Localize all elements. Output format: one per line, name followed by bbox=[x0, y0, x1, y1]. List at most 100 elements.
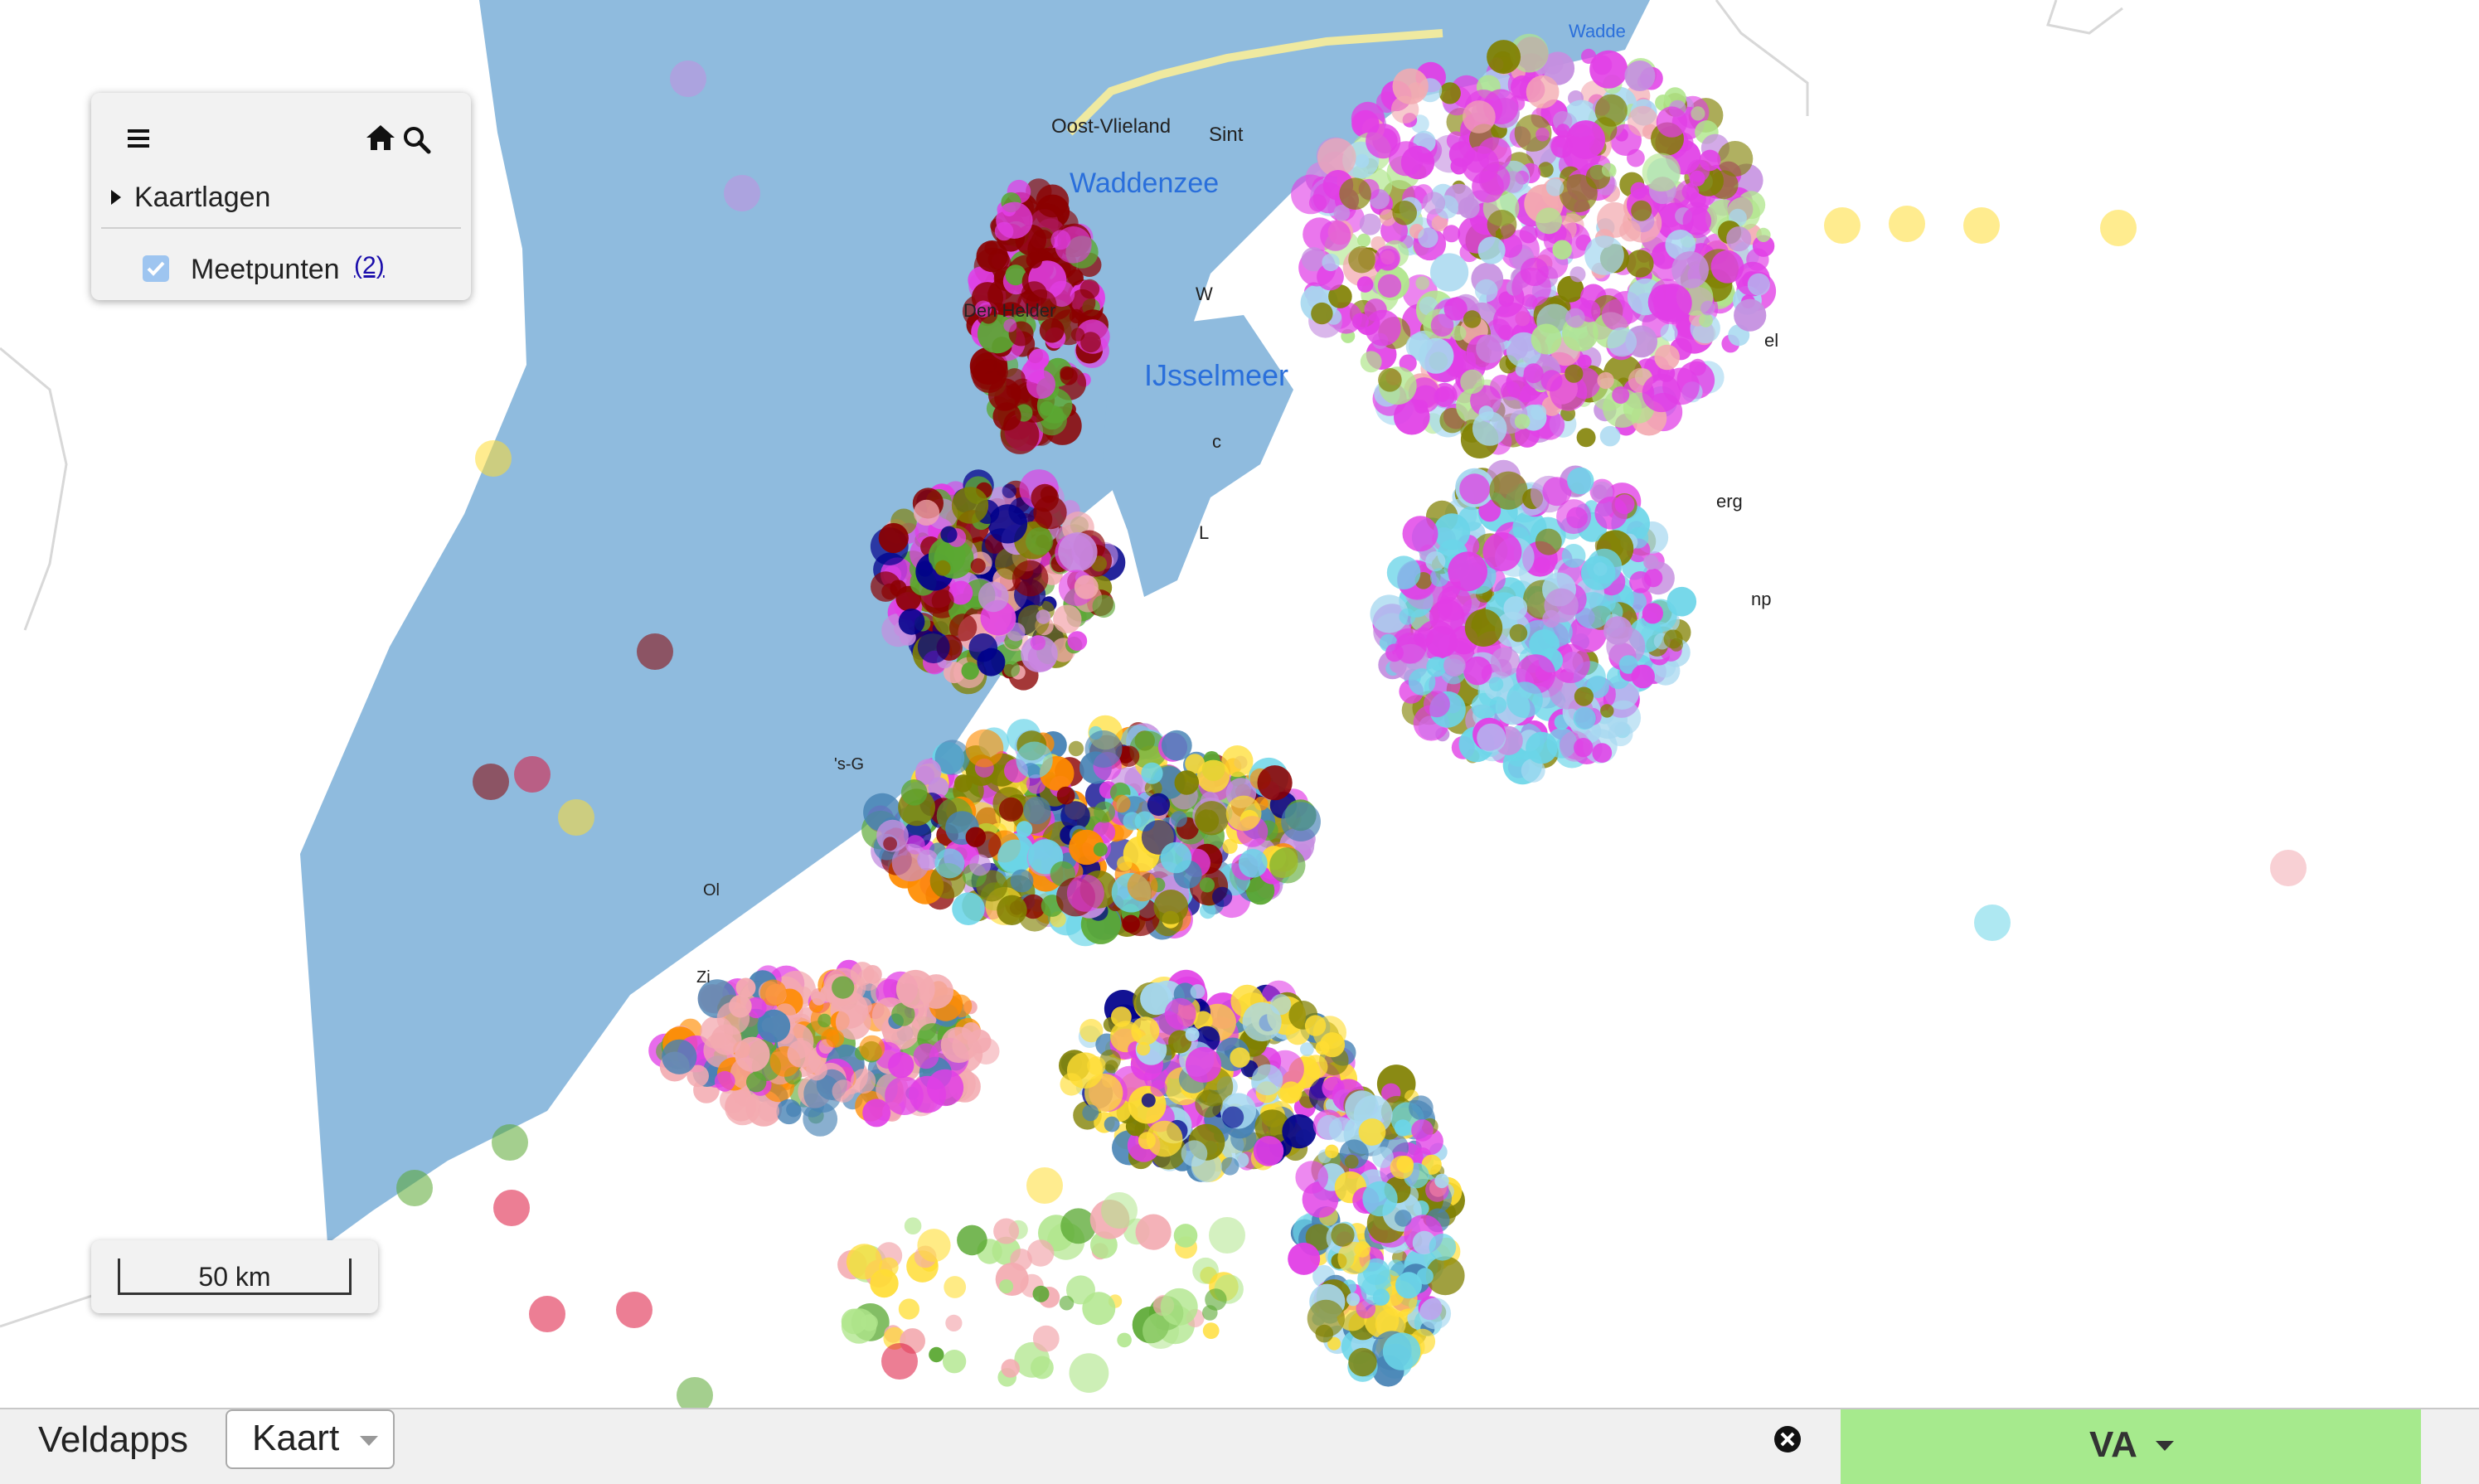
meetpunt-marker[interactable] bbox=[1205, 1288, 1227, 1311]
meetpunt-marker[interactable] bbox=[1576, 428, 1596, 448]
meetpunt-marker[interactable] bbox=[1526, 731, 1558, 764]
meetpunt-marker[interactable] bbox=[898, 1298, 919, 1320]
meetpunt-marker[interactable] bbox=[1093, 842, 1108, 857]
meetpunt-marker[interactable] bbox=[1459, 473, 1490, 505]
meetpunt-marker[interactable] bbox=[1257, 765, 1293, 801]
meetpunt-marker[interactable] bbox=[1127, 871, 1158, 902]
meetpunt-marker[interactable] bbox=[1242, 1001, 1282, 1042]
meetpunt-marker[interactable] bbox=[1146, 1120, 1183, 1157]
meetpunten-checkbox[interactable] bbox=[143, 255, 169, 282]
meetpunt-marker[interactable] bbox=[2270, 850, 2307, 886]
meetpunt-marker[interactable] bbox=[1140, 982, 1173, 1016]
meetpunt-marker[interactable] bbox=[1526, 75, 1560, 109]
meetpunt-marker[interactable] bbox=[1050, 230, 1071, 250]
meetpunt-marker[interactable] bbox=[1566, 120, 1605, 159]
meetpunt-marker[interactable] bbox=[1618, 655, 1638, 674]
meetpunt-marker[interactable] bbox=[961, 662, 979, 680]
meetpunt-marker[interactable] bbox=[1402, 516, 1438, 552]
meetpunt-marker[interactable] bbox=[1603, 388, 1642, 428]
meetpunt-marker[interactable] bbox=[1544, 588, 1579, 623]
meetpunt-marker[interactable] bbox=[1194, 801, 1230, 836]
meetpunt-marker[interactable] bbox=[1195, 1089, 1223, 1118]
meetpunt-marker[interactable] bbox=[1429, 1234, 1457, 1261]
meetpunt-marker[interactable] bbox=[957, 1225, 987, 1256]
meetpunt-marker[interactable] bbox=[1472, 411, 1507, 446]
search-icon[interactable] bbox=[401, 124, 431, 154]
meetpunt-marker[interactable] bbox=[662, 1039, 697, 1074]
hamburger-icon[interactable] bbox=[126, 126, 151, 151]
meetpunt-marker[interactable] bbox=[735, 977, 756, 998]
meetpunt-marker[interactable] bbox=[1362, 1181, 1398, 1217]
meetpunt-marker[interactable] bbox=[969, 854, 992, 876]
meetpunt-marker[interactable] bbox=[1552, 240, 1572, 260]
meetpunt-marker[interactable] bbox=[1477, 236, 1506, 264]
meetpunt-marker[interactable] bbox=[1434, 1173, 1449, 1189]
meetpunt-marker[interactable] bbox=[1060, 366, 1075, 381]
meetpunt-marker[interactable] bbox=[1392, 200, 1417, 226]
meetpunt-marker[interactable] bbox=[911, 1005, 927, 1021]
meetpunt-marker[interactable] bbox=[1026, 252, 1043, 269]
meetpunt-marker[interactable] bbox=[1430, 313, 1454, 337]
meetpunt-marker[interactable] bbox=[917, 1229, 951, 1263]
meetpunt-marker[interactable] bbox=[1358, 1118, 1386, 1146]
meetpunt-marker[interactable] bbox=[1147, 793, 1171, 817]
meetpunt-marker[interactable] bbox=[974, 300, 992, 318]
meetpunt-marker[interactable] bbox=[976, 240, 1008, 273]
meetpunt-marker[interactable] bbox=[1150, 1079, 1167, 1097]
meetpunt-marker[interactable] bbox=[1594, 496, 1628, 530]
meetpunt-marker[interactable] bbox=[1509, 623, 1528, 643]
meetpunt-marker[interactable] bbox=[1689, 170, 1705, 187]
meetpunt-marker[interactable] bbox=[475, 440, 512, 477]
meetpunt-marker[interactable] bbox=[962, 1022, 981, 1041]
meetpunt-marker[interactable] bbox=[883, 837, 897, 851]
meetpunt-marker[interactable] bbox=[1333, 204, 1351, 221]
meetpunt-marker[interactable] bbox=[900, 779, 928, 806]
meetpunt-marker[interactable] bbox=[1331, 1223, 1355, 1247]
meetpunt-marker[interactable] bbox=[917, 560, 934, 577]
meetpunt-marker[interactable] bbox=[1199, 877, 1215, 893]
meetpunt-marker[interactable] bbox=[968, 633, 998, 662]
meetpunt-marker[interactable] bbox=[1434, 513, 1471, 550]
meetpunt-marker[interactable] bbox=[1443, 297, 1468, 321]
meetpunt-marker[interactable] bbox=[1463, 310, 1482, 328]
meetpunt-marker[interactable] bbox=[1400, 145, 1435, 180]
meetpunt-marker[interactable] bbox=[1060, 1208, 1096, 1244]
meetpunt-marker[interactable] bbox=[978, 581, 1009, 613]
meetpunt-marker[interactable] bbox=[952, 892, 985, 925]
meetpunt-marker[interactable] bbox=[1477, 137, 1512, 172]
meetpunt-marker[interactable] bbox=[926, 1069, 964, 1107]
meetpunt-marker[interactable] bbox=[1488, 677, 1504, 691]
meetpunt-marker[interactable] bbox=[1631, 200, 1652, 221]
meetpunt-marker[interactable] bbox=[1689, 358, 1706, 376]
meetpunt-marker[interactable] bbox=[1419, 1297, 1452, 1330]
meetpunt-marker[interactable] bbox=[915, 759, 942, 785]
meetpunt-marker[interactable] bbox=[492, 1124, 528, 1161]
meetpunt-marker[interactable] bbox=[1422, 192, 1446, 215]
meetpunt-marker[interactable] bbox=[948, 613, 978, 642]
meetpunt-marker[interactable] bbox=[1460, 369, 1485, 394]
meetpunt-marker[interactable] bbox=[1058, 532, 1098, 572]
meetpunt-marker[interactable] bbox=[1556, 499, 1592, 535]
meetpunt-marker[interactable] bbox=[1281, 802, 1321, 841]
meetpunt-marker[interactable] bbox=[1642, 373, 1681, 413]
meetpunt-marker[interactable] bbox=[686, 1065, 709, 1088]
meetpunt-marker[interactable] bbox=[1423, 691, 1450, 718]
meetpunt-marker[interactable] bbox=[1514, 114, 1552, 152]
meetpunt-marker[interactable] bbox=[776, 1098, 802, 1125]
meetpunt-marker[interactable] bbox=[1379, 209, 1397, 226]
meetpunt-marker[interactable] bbox=[1628, 105, 1658, 137]
meetpunt-marker[interactable] bbox=[1080, 332, 1101, 353]
meetpunt-marker[interactable] bbox=[965, 729, 1004, 768]
meetpunt-marker[interactable] bbox=[1230, 1047, 1250, 1068]
meetpunt-marker[interactable] bbox=[1734, 298, 1767, 332]
meetpunt-marker[interactable] bbox=[1603, 616, 1632, 645]
meetpunt-marker[interactable] bbox=[850, 962, 875, 986]
meetpunt-marker[interactable] bbox=[1301, 247, 1326, 272]
meetpunt-marker[interactable] bbox=[1476, 334, 1505, 363]
meetpunt-marker[interactable] bbox=[944, 1276, 967, 1298]
meetpunt-marker[interactable] bbox=[940, 526, 958, 543]
meetpunt-marker[interactable] bbox=[895, 969, 935, 1009]
meetpunt-marker[interactable] bbox=[1399, 608, 1416, 625]
meetpunt-marker[interactable] bbox=[1031, 483, 1059, 512]
meetpunt-marker[interactable] bbox=[965, 827, 987, 847]
